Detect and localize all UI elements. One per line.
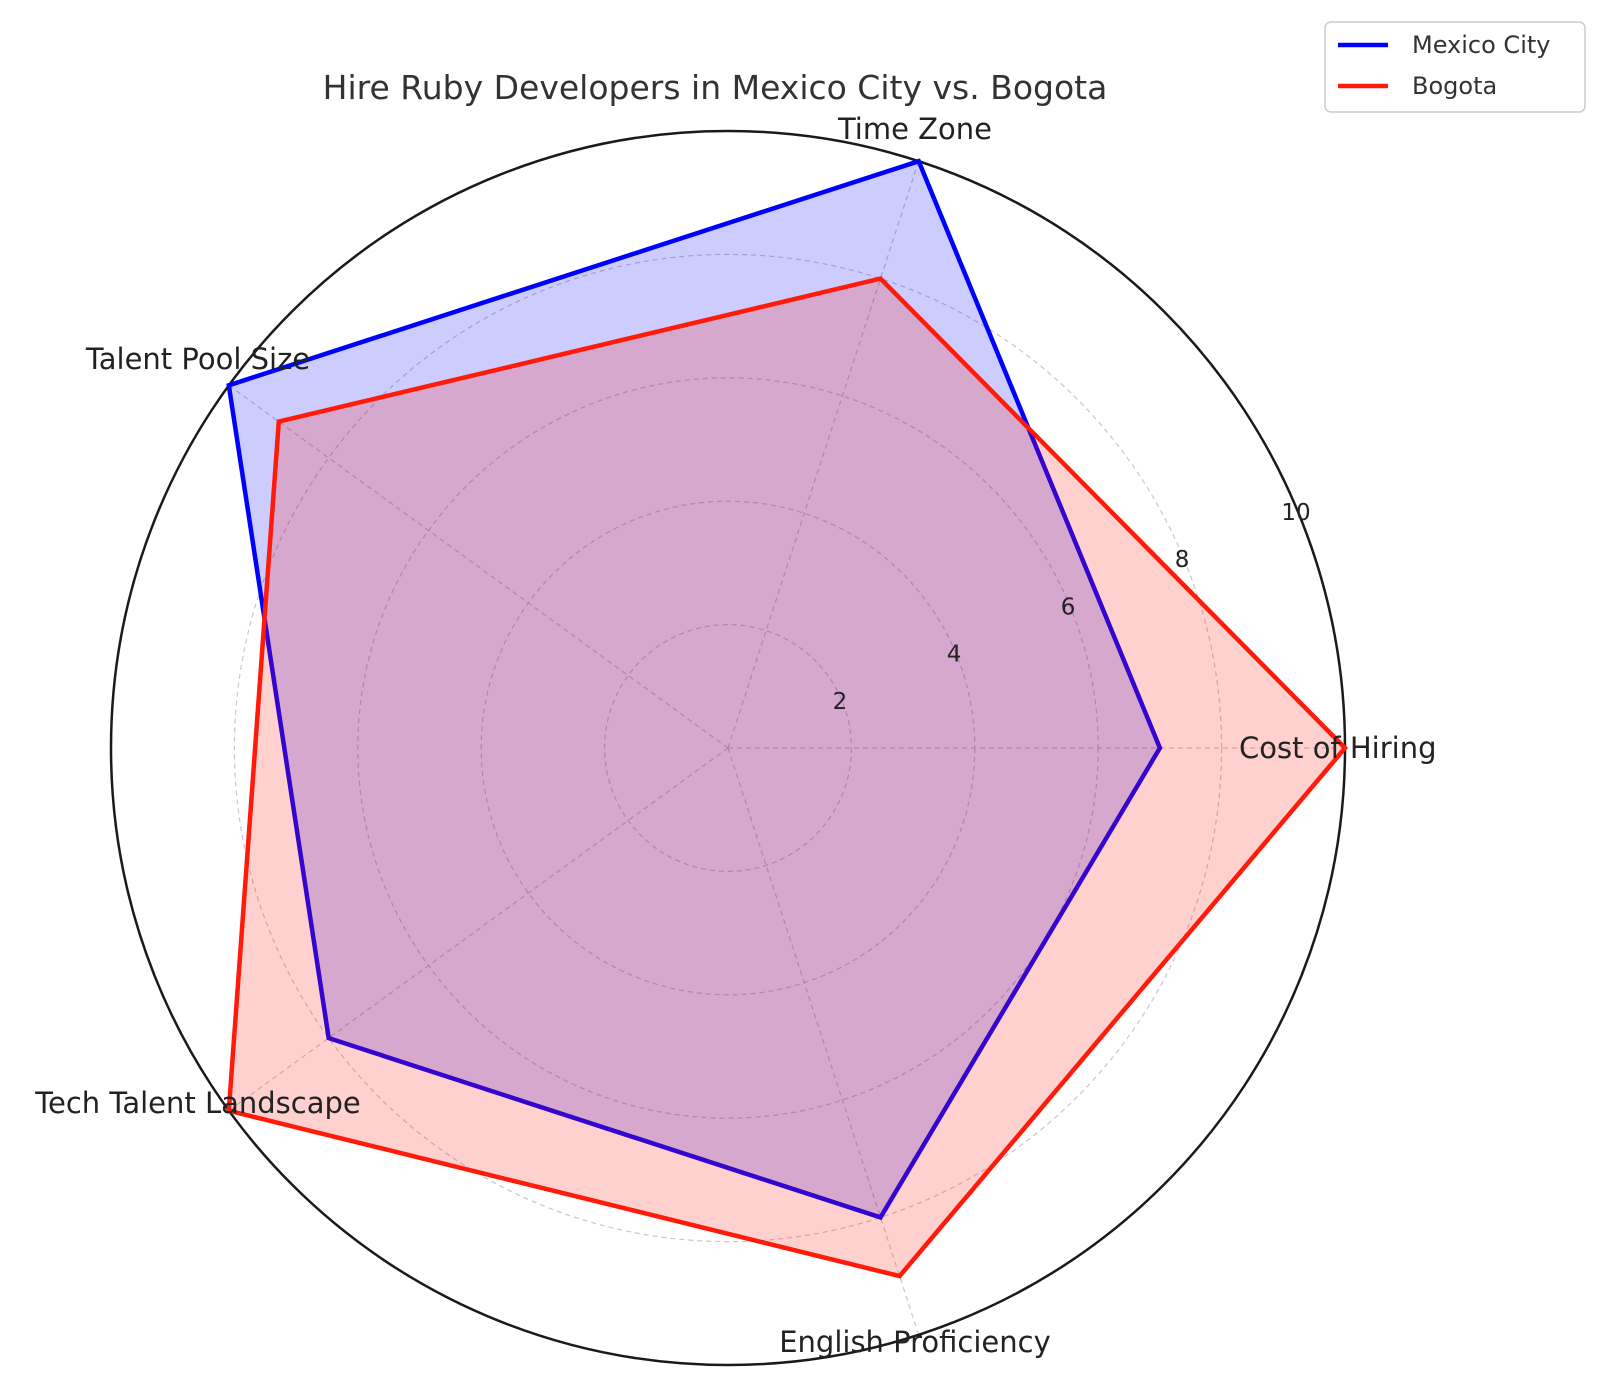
spoke-gridline (727, 747, 920, 1335)
series-line (226, 276, 1349, 1279)
legend-label: Mexico City (1412, 31, 1550, 59)
r-tick-label: 6 (1061, 594, 1076, 620)
category-label: English Proficiency (779, 1325, 1051, 1359)
legend-box (1324, 21, 1586, 113)
r-tick-label: 8 (1175, 547, 1190, 573)
r-tick-label: 2 (833, 689, 848, 715)
category-label: Cost of Hiring (1239, 731, 1437, 765)
legend-items: Mexico City Bogota (1338, 31, 1550, 100)
labels-layer: Cost of Hiring Time Zone Talent Pool Size T… (34, 112, 1436, 1359)
series-area (228, 161, 1160, 1218)
category-label: Tech Talent Landscape (34, 1086, 361, 1120)
radial-gridline (603, 623, 852, 872)
chart-title: Hire Ruby Developers in Mexico City vs. … (323, 68, 1108, 107)
category-label: Time Zone (837, 112, 992, 146)
radial-gridline (233, 253, 1223, 1243)
legend-label: Bogota (1412, 72, 1497, 100)
r-tick-label: 10 (1281, 500, 1310, 526)
r-tick-label: 4 (947, 642, 962, 668)
series-layer (226, 158, 1349, 1279)
spoke-gridline (727, 161, 920, 749)
series-line (226, 158, 1163, 1221)
legend: Mexico City Bogota (1324, 21, 1586, 113)
spoke-gridline (228, 747, 729, 1112)
category-label: Talent Pool Size (85, 342, 310, 376)
spoke-gridline (228, 384, 729, 749)
series-area (228, 278, 1345, 1277)
